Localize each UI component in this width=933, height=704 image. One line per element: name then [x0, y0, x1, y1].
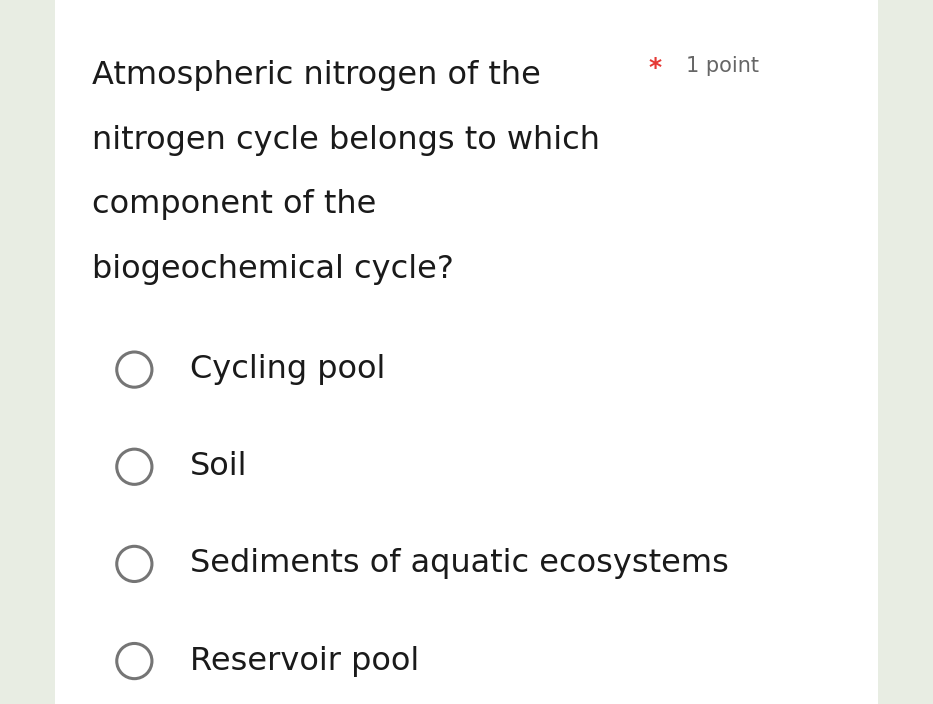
Ellipse shape — [117, 546, 152, 582]
Text: nitrogen cycle belongs to which: nitrogen cycle belongs to which — [92, 125, 600, 156]
FancyBboxPatch shape — [55, 0, 878, 704]
Text: Atmospheric nitrogen of the: Atmospheric nitrogen of the — [92, 60, 541, 91]
Text: Cycling pool: Cycling pool — [190, 354, 385, 385]
Text: Soil: Soil — [190, 451, 248, 482]
Ellipse shape — [117, 352, 152, 387]
Text: component of the: component of the — [92, 189, 377, 220]
Text: 1 point: 1 point — [686, 56, 759, 76]
Ellipse shape — [117, 449, 152, 484]
Text: Sediments of aquatic ecosystems: Sediments of aquatic ecosystems — [190, 548, 730, 579]
Ellipse shape — [117, 643, 152, 679]
Text: biogeochemical cycle?: biogeochemical cycle? — [92, 254, 454, 285]
Text: *: * — [648, 56, 661, 80]
Text: Reservoir pool: Reservoir pool — [190, 646, 420, 677]
